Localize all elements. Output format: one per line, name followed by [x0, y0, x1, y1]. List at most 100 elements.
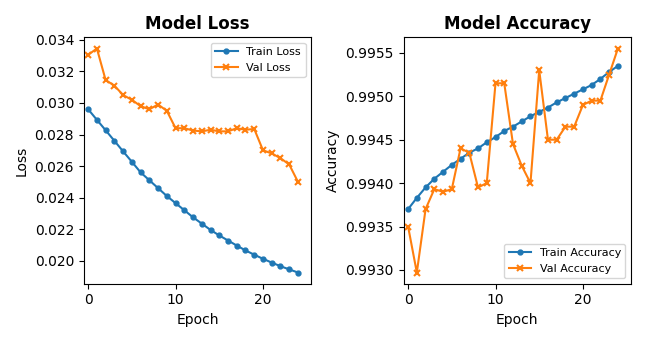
Val Loss [259, 148, 267, 152]
Train Accuracy [422, 185, 430, 189]
Train Accuracy [483, 140, 491, 144]
Val Accuracy [430, 187, 438, 191]
Val Loss [286, 162, 293, 167]
Train Loss [251, 253, 258, 257]
Train Loss [224, 238, 232, 242]
Val Accuracy [536, 68, 543, 72]
Val Accuracy [518, 164, 526, 168]
Val Loss [110, 83, 118, 88]
Legend: Train Loss, Val Loss: Train Loss, Val Loss [211, 43, 306, 77]
Val Accuracy [422, 207, 430, 211]
Val Accuracy [553, 137, 561, 142]
Train Loss [154, 186, 162, 190]
Train Accuracy [544, 106, 552, 110]
Line: Train Accuracy: Train Accuracy [406, 64, 620, 212]
Train Loss [215, 233, 223, 237]
Val Loss [268, 152, 276, 156]
Train Accuracy [457, 157, 464, 161]
Val Accuracy [474, 185, 482, 189]
Train Loss [110, 139, 118, 143]
Train Loss [294, 271, 302, 275]
Val Accuracy [483, 181, 491, 185]
Train Loss [93, 118, 101, 122]
Train Loss [233, 244, 240, 248]
Train Accuracy [413, 196, 421, 200]
Train Loss [207, 228, 214, 232]
Val Accuracy [596, 98, 604, 103]
Train Loss [172, 201, 180, 205]
Val Loss [189, 129, 197, 133]
Line: Val Accuracy: Val Accuracy [404, 45, 621, 276]
Title: Model Accuracy: Model Accuracy [444, 15, 591, 33]
Train Accuracy [570, 92, 578, 96]
Val Accuracy [561, 124, 569, 129]
Val Loss [207, 128, 214, 132]
X-axis label: Epoch: Epoch [176, 313, 218, 327]
Train Accuracy [501, 129, 508, 133]
Train Loss [120, 149, 127, 154]
Val Accuracy [501, 81, 508, 85]
Train Loss [189, 215, 197, 219]
Train Loss [198, 222, 205, 226]
Train Loss [180, 208, 188, 212]
Train Accuracy [404, 207, 412, 211]
Val Loss [163, 109, 171, 113]
Train Loss [276, 264, 284, 268]
Val Loss [172, 126, 180, 130]
Val Accuracy [614, 47, 621, 51]
Train Loss [137, 170, 145, 174]
Val Loss [137, 104, 145, 108]
Train Accuracy [526, 114, 534, 118]
Val Accuracy [439, 190, 447, 194]
Val Loss [215, 129, 223, 133]
Legend: Train Accuracy, Val Accuracy: Train Accuracy, Val Accuracy [504, 244, 625, 278]
Train Accuracy [596, 77, 604, 81]
Train Accuracy [605, 70, 613, 74]
Val Accuracy [605, 73, 613, 77]
Val Loss [294, 180, 302, 184]
Train Accuracy [492, 135, 499, 139]
Train Loss [145, 178, 153, 182]
Line: Train Loss: Train Loss [86, 107, 300, 275]
Val Accuracy [544, 137, 552, 142]
Val Loss [180, 126, 188, 130]
Y-axis label: Loss: Loss [15, 145, 29, 176]
Val Loss [93, 47, 101, 51]
Val Accuracy [526, 181, 534, 185]
Train Accuracy [509, 124, 517, 129]
Val Loss [276, 156, 284, 160]
Train Loss [102, 128, 110, 132]
Val Accuracy [404, 224, 412, 228]
Val Loss [251, 127, 258, 131]
Val Loss [198, 129, 205, 133]
Train Accuracy [553, 100, 561, 104]
Train Loss [286, 267, 293, 272]
Val Loss [120, 93, 127, 97]
Train Accuracy [448, 163, 455, 167]
Val Accuracy [448, 187, 455, 191]
Title: Model Loss: Model Loss [145, 15, 249, 33]
Val Loss [128, 98, 136, 102]
Y-axis label: Accuracy: Accuracy [326, 129, 340, 192]
Val Accuracy [465, 151, 473, 155]
Line: Val Loss: Val Loss [85, 45, 302, 185]
Train Accuracy [561, 96, 569, 100]
Train Accuracy [474, 146, 482, 150]
Val Accuracy [588, 98, 596, 103]
Train Accuracy [588, 83, 596, 87]
Val Accuracy [492, 81, 499, 85]
Val Accuracy [509, 142, 517, 146]
Val Loss [102, 78, 110, 82]
X-axis label: Epoch: Epoch [496, 313, 539, 327]
Val Loss [145, 107, 153, 111]
Val Loss [233, 126, 240, 130]
Val Loss [224, 129, 232, 133]
Val Loss [242, 128, 249, 132]
Train Accuracy [465, 151, 473, 155]
Val Accuracy [579, 103, 587, 107]
Train Loss [163, 194, 171, 198]
Train Accuracy [614, 64, 621, 68]
Train Accuracy [579, 87, 587, 91]
Train Loss [259, 257, 267, 261]
Train Loss [268, 261, 276, 265]
